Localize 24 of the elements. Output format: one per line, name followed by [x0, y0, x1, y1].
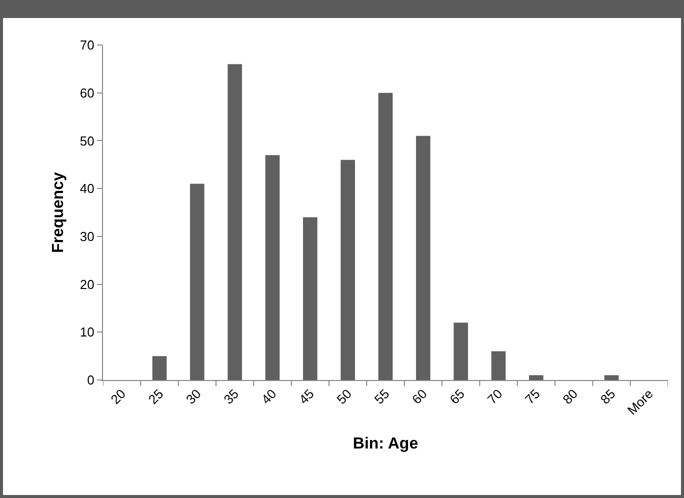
- y-tick-label: 10: [80, 324, 94, 340]
- x-tick-label: 65: [446, 386, 468, 408]
- x-tick-label: 50: [334, 386, 355, 408]
- x-tick-label: 70: [484, 386, 506, 408]
- y-tick-label: 0: [87, 372, 94, 388]
- y-tick-label: 40: [80, 181, 94, 196]
- x-tick-label: 35: [220, 386, 242, 408]
- y-axis-title: Frequency: [50, 172, 67, 253]
- x-tick-label: 40: [258, 386, 280, 408]
- y-tick-label: 30: [80, 228, 94, 244]
- y-tick-label: 70: [80, 38, 94, 53]
- x-tick-label: 20: [108, 386, 129, 408]
- x-tick-label: 80: [560, 386, 581, 408]
- y-tick-label: 20: [80, 276, 94, 292]
- x-tick-label: 75: [522, 386, 543, 408]
- x-axis-title: Bin: Age: [352, 435, 418, 452]
- y-tick-label: 50: [80, 133, 94, 148]
- x-tick-label: 30: [183, 386, 204, 408]
- x-tick-label: 25: [145, 386, 166, 408]
- x-tick-label: 45: [296, 386, 317, 408]
- x-tick-label: 85: [597, 386, 618, 408]
- x-tick-label: 55: [371, 386, 392, 408]
- y-tick-label: 60: [80, 85, 94, 100]
- x-tick-label: 60: [409, 386, 430, 408]
